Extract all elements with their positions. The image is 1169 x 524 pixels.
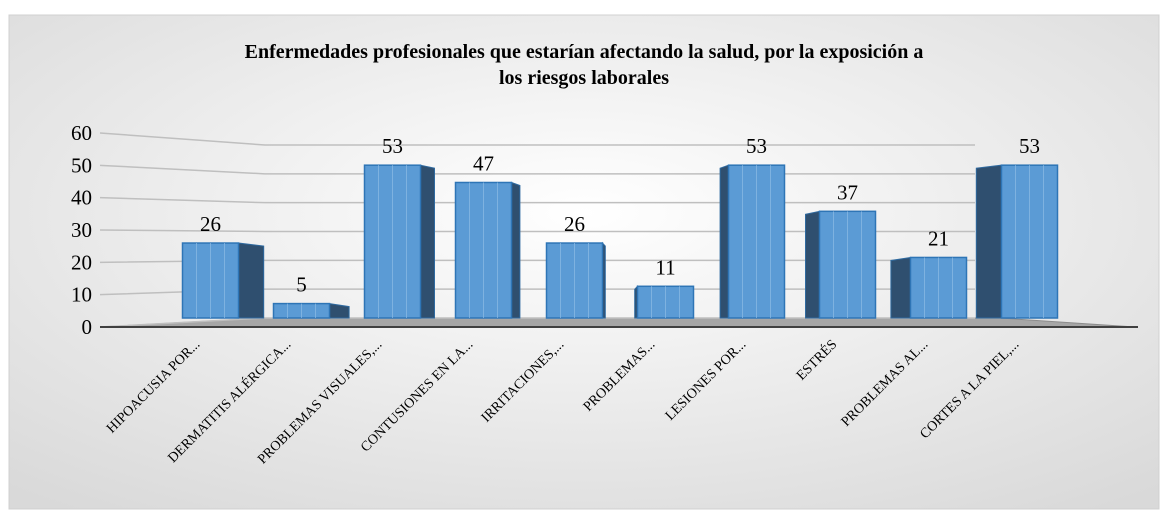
- bar: [454, 181, 521, 319]
- bar: [634, 285, 695, 319]
- y-tick-label: 60: [71, 121, 92, 145]
- bar: [363, 164, 435, 319]
- value-label: 53: [382, 134, 403, 158]
- value-label: 26: [200, 212, 221, 236]
- bar: [805, 210, 877, 319]
- bar: [975, 164, 1059, 319]
- grid-line: [99, 132, 975, 146]
- bar-side: [719, 164, 729, 319]
- value-label: 53: [1019, 134, 1040, 158]
- y-tick-label: 10: [71, 283, 92, 307]
- value-label: 5: [296, 273, 307, 297]
- value-label: 53: [746, 134, 767, 158]
- bar-side: [329, 303, 350, 319]
- bar: [719, 164, 786, 319]
- chart-title: Enfermedades profesionales que estarían …: [245, 41, 924, 89]
- bar: [181, 242, 265, 319]
- y-tick-label: 20: [71, 250, 92, 274]
- bar-side: [805, 210, 820, 319]
- bar: [890, 256, 968, 319]
- bar: [272, 302, 350, 319]
- value-label: 37: [837, 180, 858, 204]
- bar-side: [238, 242, 265, 319]
- y-tick-label: 30: [71, 218, 92, 242]
- y-tick-label: 0: [82, 315, 93, 339]
- bar-side: [975, 164, 1002, 319]
- value-label: 26: [564, 212, 585, 236]
- bar-side: [511, 181, 521, 319]
- bar-side: [890, 256, 911, 319]
- value-label: 21: [928, 226, 949, 250]
- value-label: 11: [655, 255, 675, 279]
- bar-side: [420, 164, 435, 319]
- y-tick-label: 50: [71, 153, 92, 177]
- y-tick-label: 40: [71, 186, 92, 210]
- floor: [99, 317, 1136, 328]
- bar: [545, 241, 606, 319]
- value-label: 47: [473, 151, 494, 175]
